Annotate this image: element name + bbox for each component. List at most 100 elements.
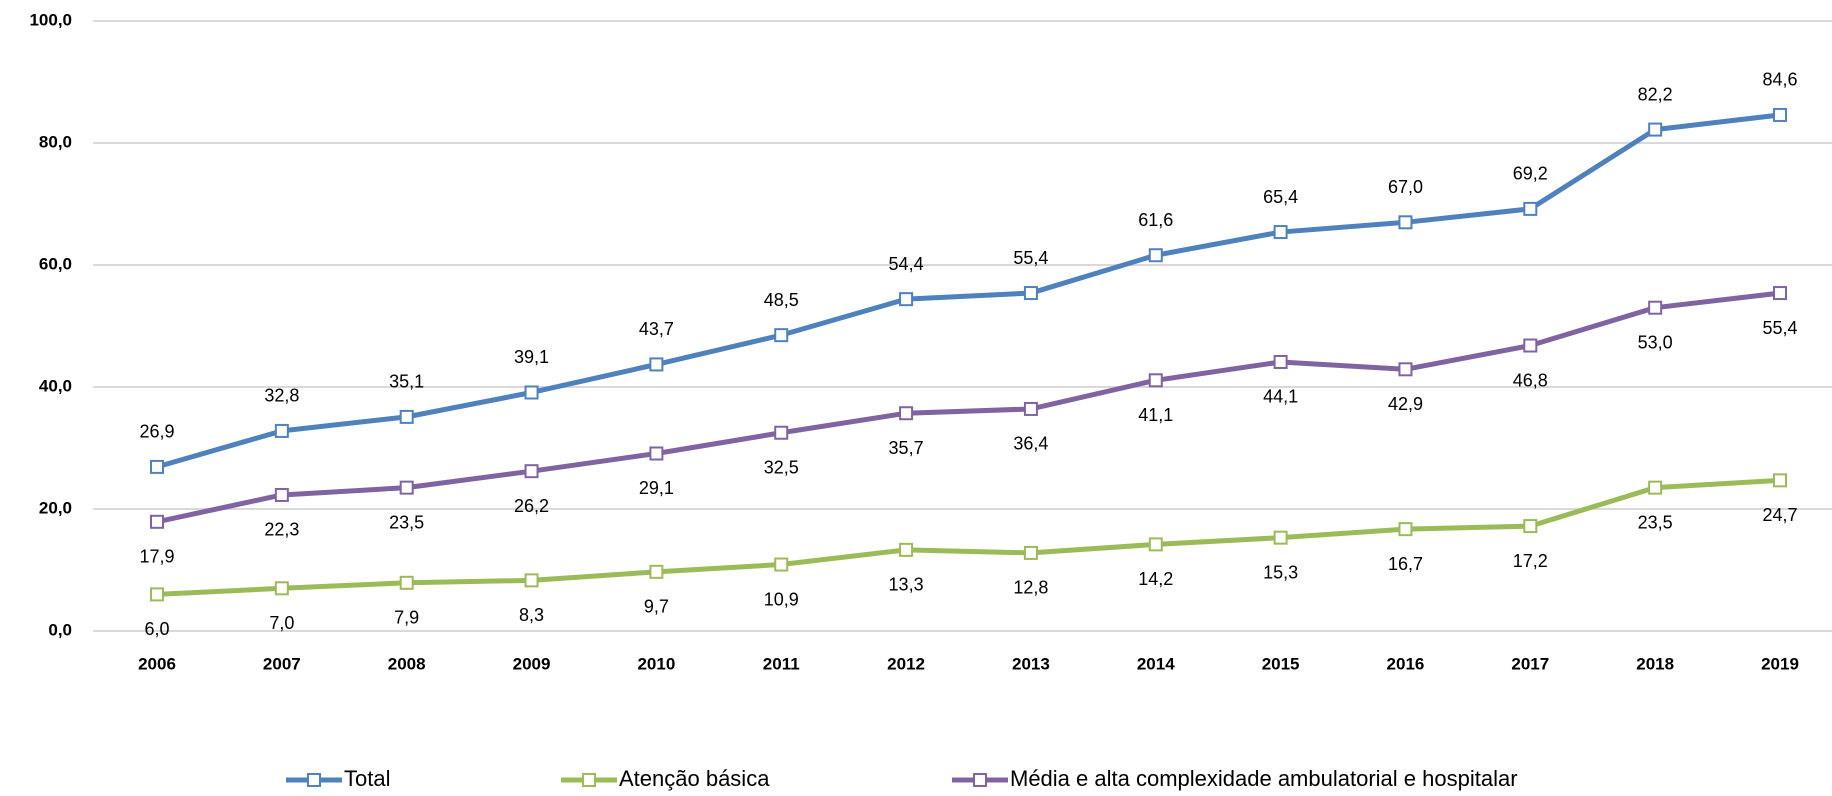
series-line — [156, 290, 1781, 525]
x-tick-label: 2014 — [1137, 654, 1175, 673]
marker — [1398, 215, 1413, 230]
marker — [774, 425, 789, 440]
marker — [399, 480, 414, 495]
data-label: 55,4 — [1013, 248, 1048, 268]
legend-marker — [973, 773, 987, 787]
data-label: 23,5 — [389, 512, 424, 532]
data-label: 7,0 — [269, 613, 294, 633]
x-tick-label: 2012 — [887, 654, 925, 673]
marker — [1148, 248, 1163, 263]
marker — [399, 409, 414, 424]
x-tick-label: 2018 — [1636, 654, 1674, 673]
marker — [1023, 401, 1038, 416]
x-tick-label: 2019 — [1761, 654, 1799, 673]
y-tick-label: 60,0 — [39, 254, 72, 273]
data-label: 44,1 — [1263, 387, 1298, 407]
data-label: 14,2 — [1138, 569, 1173, 589]
data-label: 41,1 — [1138, 405, 1173, 425]
data-label: 35,7 — [889, 438, 924, 458]
data-label: 7,9 — [394, 608, 419, 628]
data-label: 69,2 — [1513, 164, 1548, 184]
marker — [899, 542, 914, 557]
data-label: 10,9 — [764, 589, 799, 609]
data-label: 17,9 — [139, 547, 174, 567]
data-label: 24,7 — [1762, 505, 1797, 525]
data-label: 15,3 — [1263, 562, 1298, 582]
marker — [1148, 373, 1163, 388]
marker — [774, 328, 789, 343]
marker — [1398, 362, 1413, 377]
y-tick-label: 0,0 — [48, 620, 72, 639]
data-label: 53,0 — [1638, 332, 1673, 352]
marker — [150, 587, 164, 602]
legend-label: Total — [344, 766, 390, 791]
series-line — [156, 477, 1781, 597]
marker — [649, 564, 664, 579]
marker — [1023, 286, 1038, 301]
x-tick-label: 2006 — [138, 654, 176, 673]
x-tick-label: 2015 — [1262, 654, 1300, 673]
x-tick-label: 2009 — [513, 654, 551, 673]
marker — [1273, 530, 1288, 545]
marker — [524, 573, 539, 588]
data-label: 55,4 — [1762, 318, 1797, 338]
data-label: 26,2 — [514, 496, 549, 516]
y-tick-label: 100,0 — [29, 10, 72, 29]
x-tick-label: 2013 — [1012, 654, 1050, 673]
legend-label: Média e alta complexidade ambulatorial e… — [1010, 766, 1518, 791]
data-label: 67,0 — [1388, 177, 1423, 197]
x-tick-label: 2016 — [1387, 654, 1425, 673]
marker — [1273, 354, 1288, 369]
data-label: 48,5 — [764, 290, 799, 310]
marker — [399, 575, 414, 590]
data-label: 22,3 — [264, 520, 299, 540]
data-label: 23,5 — [1638, 512, 1673, 532]
x-tick-label: 2008 — [388, 654, 426, 673]
marker — [274, 487, 289, 502]
marker — [1523, 519, 1538, 534]
x-tick-label: 2010 — [637, 654, 675, 673]
y-tick-label: 20,0 — [39, 498, 72, 517]
marker — [1773, 107, 1787, 122]
data-label: 61,6 — [1138, 210, 1173, 230]
x-tick-label: 2007 — [263, 654, 301, 673]
data-label: 6,0 — [144, 619, 169, 639]
y-tick-label: 40,0 — [39, 376, 72, 395]
marker — [899, 292, 914, 307]
marker — [1398, 522, 1413, 537]
marker — [1648, 122, 1663, 137]
marker — [150, 514, 164, 529]
marker — [1648, 480, 1663, 495]
marker — [1648, 300, 1663, 315]
marker — [1273, 225, 1288, 240]
marker — [649, 357, 664, 372]
marker — [1523, 338, 1538, 353]
legend-marker — [307, 773, 321, 787]
marker — [1523, 201, 1538, 216]
data-label: 29,1 — [639, 478, 674, 498]
marker — [1773, 286, 1787, 301]
data-label: 84,6 — [1762, 70, 1797, 90]
marker — [1148, 537, 1163, 552]
data-label: 13,3 — [889, 575, 924, 595]
marker — [649, 446, 664, 461]
data-label: 42,9 — [1388, 394, 1423, 414]
marker — [1773, 473, 1787, 488]
data-label: 65,4 — [1263, 187, 1298, 207]
data-label: 36,4 — [1013, 434, 1048, 454]
data-label: 8,3 — [519, 605, 544, 625]
data-label: 46,8 — [1513, 370, 1548, 390]
marker — [774, 557, 789, 572]
marker — [274, 423, 289, 438]
marker — [524, 464, 539, 479]
data-label: 43,7 — [639, 319, 674, 339]
x-tick-label: 2011 — [763, 654, 800, 673]
marker — [524, 385, 539, 400]
marker — [1023, 545, 1038, 560]
marker — [150, 459, 164, 474]
data-label: 17,2 — [1513, 551, 1548, 571]
data-label: 16,7 — [1388, 554, 1423, 574]
x-tick-label: 2017 — [1511, 654, 1549, 673]
marker — [274, 581, 289, 596]
